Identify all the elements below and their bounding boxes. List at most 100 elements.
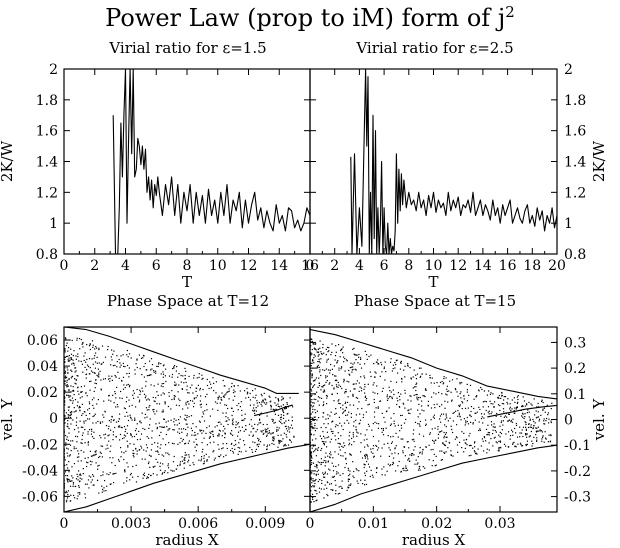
particle-point [139, 389, 141, 391]
particle-point [310, 490, 312, 492]
particle-point [516, 406, 518, 409]
particle-point [184, 452, 186, 454]
particle-point [526, 404, 528, 406]
particle-point [252, 441, 254, 443]
particle-point [162, 371, 164, 373]
particle-point [333, 365, 335, 367]
particle-point [343, 356, 345, 358]
particle-point [256, 400, 258, 402]
particle-point [440, 413, 443, 415]
particle-point [95, 453, 97, 455]
particle-point [501, 392, 503, 394]
particle-point [158, 422, 160, 424]
particle-point [314, 412, 317, 414]
particle-point [349, 470, 351, 472]
particle-point [401, 378, 403, 380]
particle-point [395, 381, 398, 383]
particle-point [115, 472, 117, 474]
particle-point [233, 444, 235, 447]
x-tick-label: 20 [548, 258, 566, 274]
particle-point [99, 435, 101, 437]
particle-point [148, 454, 150, 456]
particle-point [335, 484, 337, 486]
particle-point [329, 369, 331, 371]
particle-point [424, 389, 427, 391]
particle-point [70, 413, 72, 415]
particle-point [370, 469, 372, 471]
particle-point [234, 448, 236, 450]
particle-point [67, 369, 69, 371]
particle-point [527, 426, 530, 429]
particle-point [330, 454, 332, 456]
particle-point [184, 443, 186, 445]
particle-point [311, 374, 313, 376]
particle-point [280, 416, 282, 418]
particle-point [216, 402, 218, 404]
particle-point [339, 492, 341, 494]
particle-point [348, 411, 350, 413]
particle-point [316, 367, 318, 369]
particle-point [326, 346, 329, 348]
particle-point [316, 427, 318, 430]
particle-point [364, 434, 366, 436]
particle-point [419, 451, 421, 453]
particle-point [338, 416, 340, 418]
particle-point [250, 431, 252, 433]
particle-point [64, 367, 66, 369]
particle-point [178, 384, 180, 386]
particle-point [78, 485, 80, 487]
particle-point [348, 381, 350, 383]
particle-point [96, 403, 98, 405]
particle-point [432, 416, 434, 418]
particle-point [173, 443, 175, 445]
particle-point [313, 416, 315, 418]
particle-point [485, 440, 487, 442]
particle-point [390, 417, 392, 419]
particle-point [167, 405, 169, 408]
particle-point [127, 466, 129, 468]
particle-point [161, 411, 163, 413]
particle-point [310, 445, 312, 447]
particle-point [269, 401, 271, 403]
particle-point [79, 492, 81, 494]
particle-point [345, 401, 347, 403]
particle-point [515, 407, 518, 409]
particle-point [124, 471, 126, 473]
y-tick-label: 1.4 [564, 155, 586, 171]
particle-point [438, 391, 440, 394]
particle-point [321, 482, 323, 484]
particle-point [65, 417, 67, 419]
particle-point [431, 465, 433, 467]
particle-point [487, 431, 489, 434]
particle-point [231, 382, 233, 385]
particle-point [70, 450, 72, 452]
particle-point [112, 353, 114, 355]
particle-point [123, 365, 125, 367]
particle-point [370, 448, 372, 450]
particle-point [72, 386, 74, 388]
particle-point [498, 450, 500, 452]
particle-point [185, 381, 187, 383]
particle-point [310, 451, 312, 453]
particle-point [79, 477, 81, 479]
particle-point [317, 400, 319, 402]
particle-point [286, 402, 288, 404]
particle-point [146, 447, 148, 449]
particle-point [526, 440, 528, 442]
particle-point [241, 426, 243, 428]
particle-point [101, 491, 103, 493]
particle-point [359, 419, 362, 421]
particle-point [90, 455, 93, 457]
particle-point [203, 420, 206, 422]
particle-point [382, 434, 385, 436]
particle-point [69, 454, 71, 456]
particle-point [150, 369, 152, 371]
particle-point [311, 423, 313, 425]
particle-point [68, 406, 70, 408]
particle-point [91, 340, 94, 342]
particle-point [318, 377, 320, 379]
particle-point [119, 413, 121, 415]
particle-point [353, 476, 355, 479]
particle-point [519, 432, 521, 434]
particle-point [535, 417, 537, 419]
